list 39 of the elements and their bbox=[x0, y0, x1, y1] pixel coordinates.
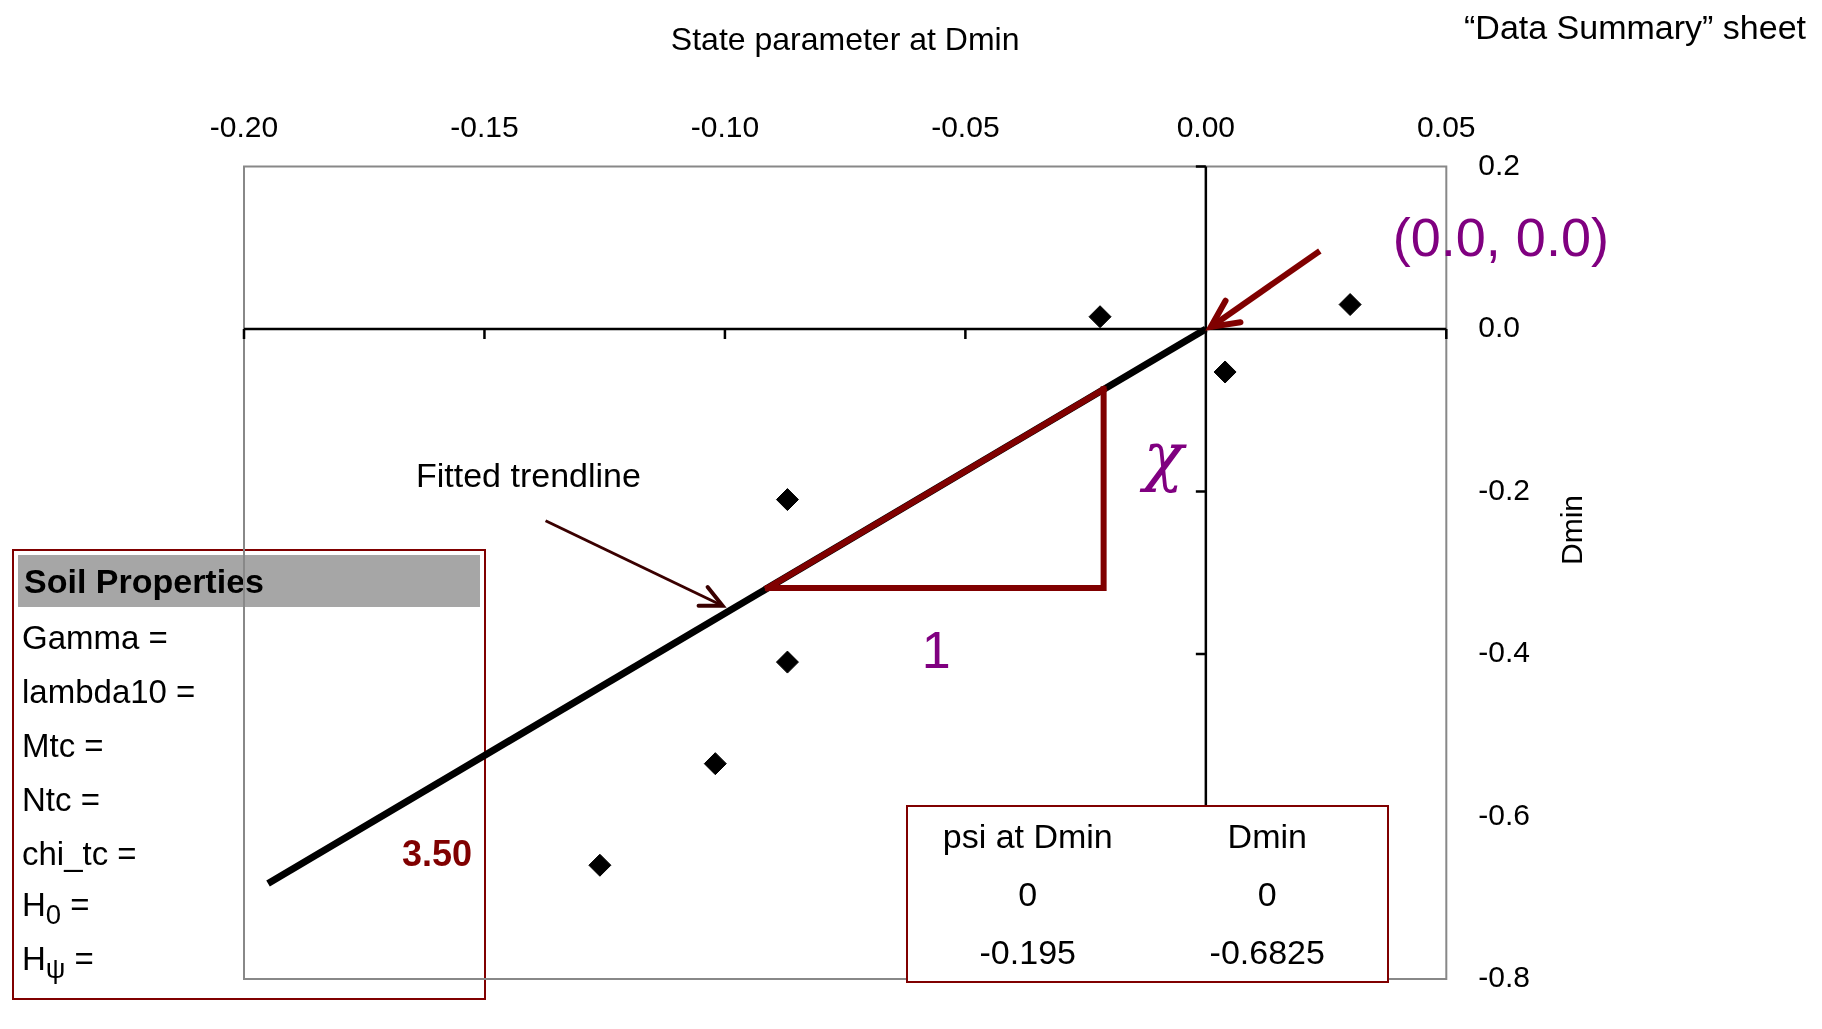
point bbox=[775, 488, 799, 512]
x-tick-label: 0.00 bbox=[1176, 109, 1236, 143]
x-tick-label: 0.05 bbox=[1417, 109, 1476, 143]
y-tick-label: 0.0 bbox=[1478, 310, 1521, 344]
annotation: 3.50 bbox=[401, 833, 472, 875]
point bbox=[703, 752, 727, 776]
y-tick-label: -0.6 bbox=[1478, 797, 1531, 831]
text: H$_{ψ}$ = bbox=[22, 939, 94, 985]
y-tick-label: -0.4 bbox=[1478, 635, 1531, 669]
annotation: Dmin bbox=[1226, 816, 1308, 856]
x-tick-label: -0.10 bbox=[690, 109, 760, 143]
text: chi_tc = bbox=[22, 835, 137, 873]
y-tick-label: 0.2 bbox=[1478, 147, 1521, 181]
text: Mtc = bbox=[22, 727, 104, 765]
point bbox=[1088, 305, 1112, 329]
point bbox=[775, 650, 799, 674]
y-tick-label: -0.2 bbox=[1478, 472, 1531, 506]
text: “Data Summary” sheet bbox=[1464, 8, 1806, 46]
point bbox=[588, 853, 612, 877]
annotation: 0 bbox=[1256, 874, 1278, 914]
annotation: -0.195 bbox=[978, 932, 1077, 972]
point bbox=[1213, 360, 1237, 384]
text: lambda10 = bbox=[22, 673, 196, 711]
annotation: Fitted trendline bbox=[416, 456, 641, 495]
text: H$_{0}$ = bbox=[22, 885, 90, 931]
x-axis-title: State parameter at Dmin bbox=[670, 21, 1020, 58]
y-axis-title: Dmin bbox=[1555, 494, 1589, 566]
annotation: -0.6825 bbox=[1208, 932, 1326, 972]
annotation: 1 bbox=[921, 619, 951, 680]
annotation: psi at Dmin bbox=[941, 816, 1114, 856]
annotation: 0 bbox=[1017, 874, 1039, 914]
x-tick-label: -0.15 bbox=[450, 109, 519, 143]
point bbox=[1338, 293, 1362, 317]
x-tick-label: -0.05 bbox=[931, 109, 1000, 143]
text: Gamma = bbox=[22, 619, 168, 657]
text: Ntc = bbox=[22, 781, 100, 819]
annotation: (0.0, 0.0) bbox=[1392, 205, 1609, 268]
x-tick-label: -0.20 bbox=[209, 109, 279, 143]
y-tick-label: -0.8 bbox=[1478, 960, 1531, 994]
